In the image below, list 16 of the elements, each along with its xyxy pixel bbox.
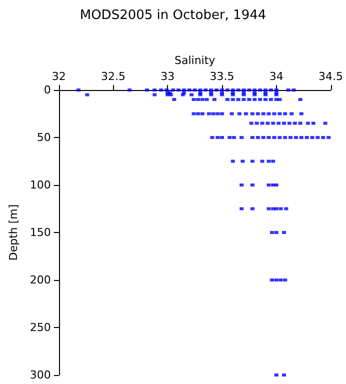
y-tick-label: 250: [30, 321, 51, 334]
x-tick-label: 32: [52, 70, 66, 83]
x-tick-label: 33.5: [210, 70, 234, 83]
y-tick-label: 150: [30, 226, 51, 239]
y-tick-label: 50: [36, 131, 51, 144]
x-tick-label: 33: [160, 70, 175, 83]
y-axis-title: Depth [m]: [7, 204, 20, 261]
y-tick-label: 200: [30, 274, 51, 286]
y-tick-label: 300: [30, 368, 51, 382]
x-tick-label: 34: [269, 70, 284, 83]
x-tick-label: 34.5: [318, 70, 344, 83]
x-tick-label: 32.5: [101, 70, 126, 83]
chart-title: MODS2005 in October, 1944: [80, 8, 266, 23]
x-axis-title: Salinity: [174, 54, 216, 67]
y-tick-label: 100: [30, 178, 51, 192]
y-tick-label: 0: [44, 84, 51, 96]
